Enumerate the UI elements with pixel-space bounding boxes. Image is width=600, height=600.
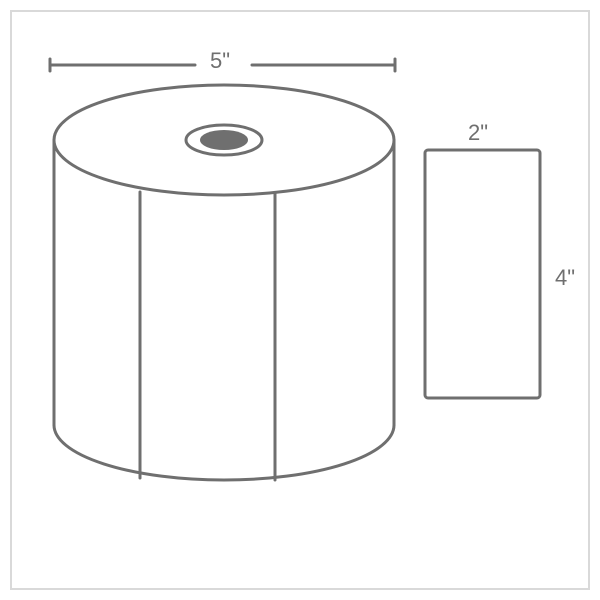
diagram-container: 5" 2" 4" xyxy=(0,0,600,600)
dimension-label-diameter: 5" xyxy=(210,48,230,74)
dimension-label-height: 4" xyxy=(555,265,575,291)
dimension-label-width: 2" xyxy=(468,120,488,146)
diagram-frame xyxy=(10,10,590,590)
